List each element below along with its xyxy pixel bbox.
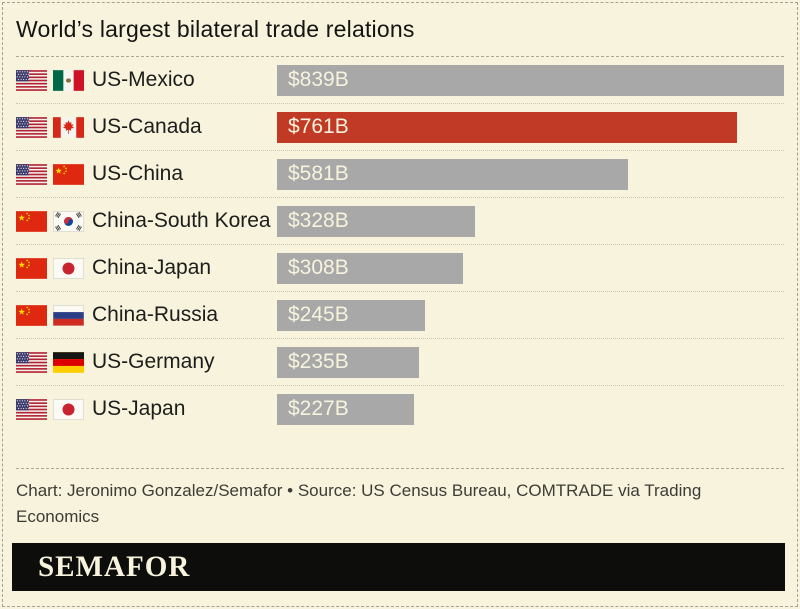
chart-row: US-Mexico $839B bbox=[16, 57, 784, 104]
semafor-logo: SEMAFOR bbox=[38, 550, 191, 583]
chart-row: China-Japan $308B bbox=[16, 245, 784, 292]
chart-row: China-South Korea $328B bbox=[16, 198, 784, 245]
title-separator bbox=[16, 56, 784, 57]
chart-rows: US-Mexico $839B US-Canada $761B US-China $581… bbox=[16, 57, 784, 432]
us-flag-icon bbox=[16, 398, 47, 420]
trade-value-bar: $245B bbox=[277, 299, 426, 331]
pair-label: US-Germany bbox=[92, 350, 215, 373]
us-flag-icon bbox=[16, 351, 47, 373]
china-flag-icon bbox=[53, 163, 84, 185]
chart-row: US-Germany $235B bbox=[16, 339, 784, 386]
flag-pair bbox=[16, 69, 86, 91]
bar-value-label: $227B bbox=[288, 397, 349, 420]
trade-value-bar: $761B bbox=[277, 111, 737, 143]
china-flag-icon bbox=[16, 210, 47, 232]
bar-value-label: $761B bbox=[288, 115, 349, 138]
bar-area: $761B bbox=[277, 111, 784, 143]
trade-value-bar: $839B bbox=[277, 64, 784, 96]
trade-value-bar: $328B bbox=[277, 205, 476, 237]
japan-flag-icon bbox=[53, 257, 84, 279]
pair-label: US-Japan bbox=[92, 397, 186, 420]
trade-value-bar: $308B bbox=[277, 252, 464, 284]
bar-area: $308B bbox=[277, 252, 784, 284]
trade-value-bar: $235B bbox=[277, 346, 419, 378]
us-flag-icon bbox=[16, 116, 47, 138]
us-flag-icon bbox=[16, 69, 47, 91]
trade-value-bar: $227B bbox=[277, 393, 415, 425]
pair-label: China-Japan bbox=[92, 256, 212, 279]
flag-pair bbox=[16, 163, 86, 185]
bar-value-label: $328B bbox=[288, 209, 349, 232]
flag-pair bbox=[16, 351, 86, 373]
flag-pair bbox=[16, 116, 86, 138]
chart-card: World’s largest bilateral trade relation… bbox=[16, 16, 784, 530]
source-credit-line-2: Economics bbox=[16, 507, 100, 526]
flag-pair bbox=[16, 304, 86, 326]
canada-flag-icon bbox=[53, 116, 84, 138]
mexico-flag-icon bbox=[53, 69, 84, 91]
pair-label: US-Mexico bbox=[92, 68, 195, 91]
flag-pair bbox=[16, 257, 86, 279]
chart-row: US-Canada $761B bbox=[16, 104, 784, 151]
bar-value-label: $235B bbox=[288, 350, 349, 373]
chart-row: US-Japan $227B bbox=[16, 386, 784, 432]
bar-area: $581B bbox=[277, 158, 784, 190]
china-flag-icon bbox=[16, 304, 47, 326]
semafor-logo-bar: SEMAFOR bbox=[12, 543, 785, 591]
bar-value-label: $245B bbox=[288, 303, 349, 326]
bar-area: $245B bbox=[277, 299, 784, 331]
bar-area: $227B bbox=[277, 393, 784, 425]
bar-value-label: $839B bbox=[288, 68, 349, 91]
chart-title: World’s largest bilateral trade relation… bbox=[16, 16, 415, 42]
source-credit: Chart: Jeronimo Gonzalez/Semafor • Sourc… bbox=[16, 478, 784, 530]
footer-separator bbox=[16, 468, 784, 469]
bar-area: $235B bbox=[277, 346, 784, 378]
trade-value-bar: $581B bbox=[277, 158, 629, 190]
pair-label: China-South Korea bbox=[92, 209, 271, 232]
flag-pair bbox=[16, 210, 86, 232]
japan-flag-icon bbox=[53, 398, 84, 420]
chart-row: US-China $581B bbox=[16, 151, 784, 198]
chart-row: China-Russia $245B bbox=[16, 292, 784, 339]
china-flag-icon bbox=[16, 257, 47, 279]
south-korea-flag-icon bbox=[53, 210, 84, 232]
source-credit-line-1: Chart: Jeronimo Gonzalez/Semafor • Sourc… bbox=[16, 481, 702, 500]
bar-area: $328B bbox=[277, 205, 784, 237]
bar-value-label: $581B bbox=[288, 162, 349, 185]
pair-label: US-Canada bbox=[92, 115, 202, 138]
us-flag-icon bbox=[16, 163, 47, 185]
germany-flag-icon bbox=[53, 351, 84, 373]
flag-pair bbox=[16, 398, 86, 420]
bar-value-label: $308B bbox=[288, 256, 349, 279]
pair-label: China-Russia bbox=[92, 303, 219, 326]
russia-flag-icon bbox=[53, 304, 84, 326]
pair-label: US-China bbox=[92, 162, 184, 185]
bar-area: $839B bbox=[277, 64, 784, 96]
